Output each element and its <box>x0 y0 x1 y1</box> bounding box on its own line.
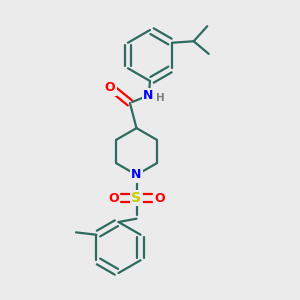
Text: O: O <box>108 192 119 205</box>
Text: O: O <box>105 81 116 94</box>
Text: S: S <box>131 191 142 205</box>
Text: H: H <box>155 93 164 103</box>
Text: O: O <box>154 192 165 205</box>
Text: N: N <box>143 89 154 102</box>
Text: N: N <box>131 168 142 182</box>
